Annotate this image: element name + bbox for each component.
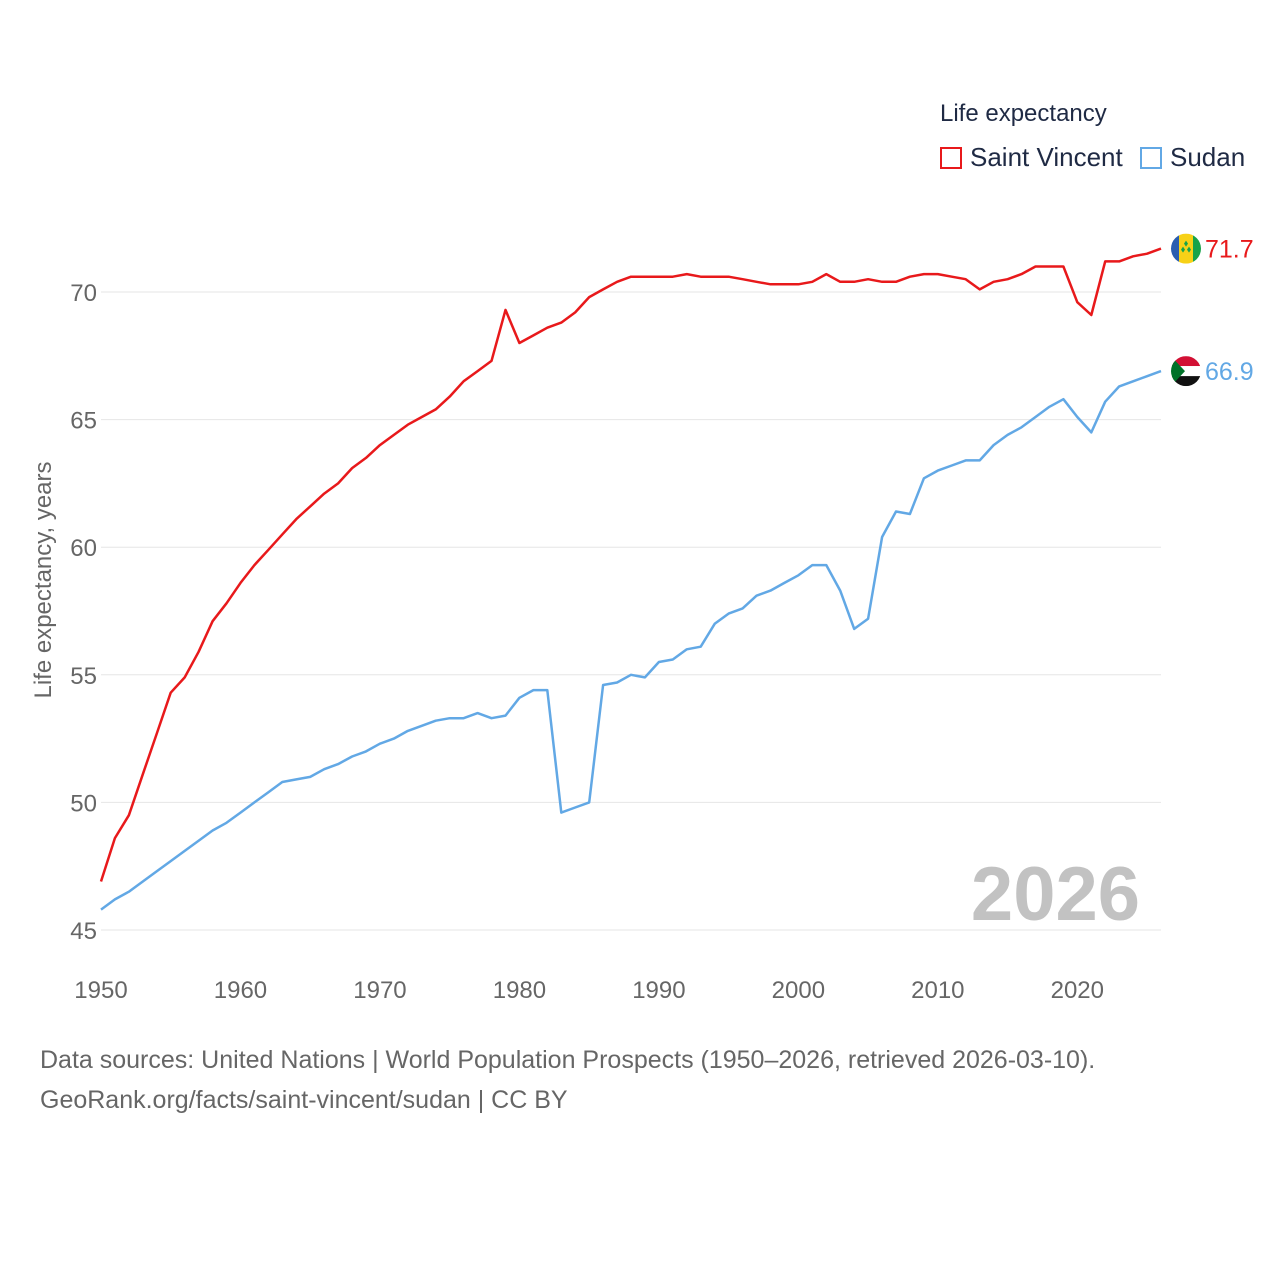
legend-swatch-saint-vincent <box>940 146 962 169</box>
sudan-flag-icon <box>1171 356 1201 387</box>
legend-swatch-sudan <box>1140 146 1162 169</box>
y-tick-label-45: 45 <box>70 918 97 945</box>
x-tick-label-1950: 1950 <box>74 977 127 1004</box>
saint-vincent-flag-icon <box>1171 233 1201 264</box>
series-line-saint-vincent[interactable] <box>99 247 1162 882</box>
y-tick-label-50: 50 <box>70 790 97 817</box>
series-line-sudan[interactable] <box>100 369 1162 911</box>
source-line-1: Data sources: United Nations | World Pop… <box>40 1046 1096 1074</box>
x-tick-label-1980: 1980 <box>493 977 546 1004</box>
x-tick-label-2010: 2010 <box>911 977 964 1004</box>
legend-item-saint-vincent[interactable]: Saint Vincent <box>940 142 1123 173</box>
source-line-2: GeoRank.org/facts/saint-vincent/sudan | … <box>40 1086 568 1114</box>
y-tick-label-55: 55 <box>70 663 97 690</box>
year-watermark: 2026 <box>971 852 1140 937</box>
y-tick-label-65: 65 <box>70 408 97 435</box>
legend-title: Life expectancy <box>940 100 1107 127</box>
legend-item-sudan[interactable]: Sudan <box>1140 142 1245 173</box>
y-tick-label-60: 60 <box>70 535 97 562</box>
x-tick-label-1990: 1990 <box>632 977 685 1004</box>
y-axis-title: Life expectancy, years <box>30 461 57 698</box>
legend-label-saint-vincent: Saint Vincent <box>970 142 1123 172</box>
end-value-label-sudan: 66.9 <box>1205 358 1254 386</box>
y-tick-label-70: 70 <box>70 280 97 307</box>
legend-label-sudan: Sudan <box>1170 142 1246 172</box>
x-tick-label-2000: 2000 <box>772 977 825 1004</box>
end-value-label-saint-vincent: 71.7 <box>1205 236 1254 264</box>
x-tick-label-2020: 2020 <box>1051 977 1104 1004</box>
x-tick-label-1970: 1970 <box>353 977 406 1004</box>
x-tick-label-1960: 1960 <box>214 977 267 1004</box>
